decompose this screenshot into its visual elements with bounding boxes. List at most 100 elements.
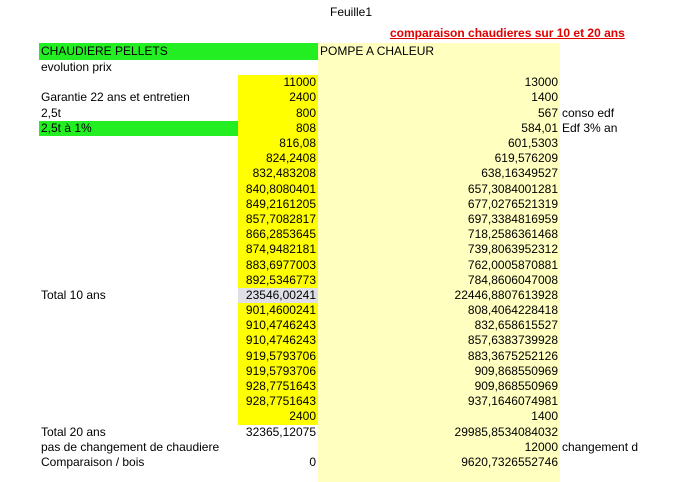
- cell-a[interactable]: [39, 303, 238, 318]
- cell-a[interactable]: [39, 273, 238, 288]
- cell-a[interactable]: Total 10 ans: [41, 287, 106, 302]
- cell-a[interactable]: [39, 227, 238, 242]
- cell-b[interactable]: 919,5793706: [238, 363, 318, 379]
- cell-b[interactable]: 0: [309, 454, 316, 469]
- cell-d[interactable]: [560, 90, 674, 105]
- cell-b[interactable]: 874,9482181: [238, 242, 318, 258]
- cell-b[interactable]: 11000: [238, 75, 318, 91]
- header-pellets[interactable]: CHAUDIERE PELLETS: [39, 43, 238, 60]
- cell-c[interactable]: 718,2586361468: [467, 227, 558, 242]
- cell-b[interactable]: 892,5346773: [238, 272, 318, 288]
- cell-a[interactable]: pas de changement de chaudiere: [41, 439, 220, 454]
- cell-b[interactable]: 883,6977003: [238, 257, 318, 273]
- cell-b[interactable]: 2400: [238, 90, 318, 106]
- cell-c[interactable]: 857,6383739928: [467, 333, 558, 348]
- cell-c[interactable]: 12000: [524, 439, 558, 454]
- cell-a[interactable]: [39, 197, 238, 212]
- cell-c[interactable]: 883,3675252126: [467, 348, 558, 363]
- cell-c[interactable]: 909,868550969: [474, 379, 558, 394]
- cell-b[interactable]: 901,4600241: [238, 303, 318, 319]
- cell-b[interactable]: 23546,00241: [238, 287, 318, 303]
- cell-c[interactable]: 638,16349527: [481, 166, 558, 181]
- cell-c[interactable]: 584,01: [521, 120, 558, 135]
- cell-a[interactable]: [39, 349, 238, 364]
- header-empty[interactable]: [560, 43, 674, 60]
- cell-a[interactable]: [39, 409, 238, 424]
- cell-d[interactable]: [560, 136, 674, 151]
- cell-d[interactable]: [560, 288, 674, 303]
- cell-c[interactable]: [318, 60, 560, 75]
- cell-c[interactable]: 601,5303: [507, 136, 558, 151]
- cell-d[interactable]: conso edf: [562, 105, 615, 120]
- cell-b[interactable]: 928,7751643: [238, 378, 318, 395]
- cell-d[interactable]: [560, 75, 674, 90]
- cell-d[interactable]: [560, 151, 674, 166]
- cell-d[interactable]: [560, 409, 674, 424]
- cell-a[interactable]: evolution prix: [41, 60, 112, 75]
- cell-c[interactable]: 1400: [531, 409, 558, 424]
- header-pellets-fill[interactable]: [238, 43, 318, 60]
- cell-b[interactable]: 840,8080401: [238, 181, 318, 197]
- cell-d[interactable]: Edf 3% an: [562, 120, 618, 135]
- cell-b[interactable]: 910,4746243: [238, 318, 318, 334]
- cell-d[interactable]: [560, 212, 674, 227]
- cell-d[interactable]: [560, 60, 674, 75]
- cell-a[interactable]: [39, 136, 238, 151]
- cell-a[interactable]: [39, 318, 238, 333]
- cell-a[interactable]: Garantie 22 ans et entretien: [41, 90, 190, 105]
- cell-a[interactable]: Total 20 ans: [41, 424, 106, 439]
- cell-c[interactable]: 909,868550969: [474, 363, 558, 378]
- cell-b[interactable]: 857,7082817: [238, 211, 318, 228]
- cell-a[interactable]: 2,5t: [41, 105, 62, 120]
- cell-a[interactable]: [39, 333, 238, 348]
- cell-c[interactable]: 808,4064228418: [467, 303, 558, 318]
- cell-c[interactable]: 1400: [531, 90, 558, 105]
- cell-a[interactable]: Comparaison / bois: [41, 454, 145, 469]
- cell-c[interactable]: 29985,8534084032: [454, 424, 558, 439]
- cell-d[interactable]: [560, 318, 674, 333]
- cell-b[interactable]: 824,2408: [238, 151, 318, 167]
- cell-d[interactable]: [560, 303, 674, 318]
- cell-c[interactable]: 13000: [524, 75, 558, 90]
- cell-d[interactable]: changement d: [562, 439, 639, 454]
- cell-d[interactable]: [560, 273, 674, 288]
- cell-a[interactable]: [39, 151, 238, 166]
- cell-c[interactable]: 9620,7326552746: [461, 454, 558, 469]
- cell-b[interactable]: 849,2161205: [238, 196, 318, 212]
- cell-b[interactable]: 910,4746243: [238, 333, 318, 349]
- cell-b[interactable]: 866,2853645: [238, 227, 318, 243]
- cell-a[interactable]: [39, 75, 238, 90]
- cell-d[interactable]: [560, 197, 674, 212]
- cell-d[interactable]: [560, 379, 674, 394]
- cell-c[interactable]: 937,1646074981: [467, 394, 558, 409]
- cell-c[interactable]: 739,8063952312: [467, 242, 558, 257]
- cell-d[interactable]: [560, 425, 674, 440]
- cell-b[interactable]: [238, 440, 318, 455]
- cell-a[interactable]: [39, 212, 238, 227]
- cell-a[interactable]: [39, 364, 238, 379]
- cell-b[interactable]: 800: [238, 105, 318, 121]
- cell-d[interactable]: [560, 349, 674, 364]
- cell-c[interactable]: 697,3384816959: [467, 211, 558, 226]
- cell-d[interactable]: [560, 257, 674, 272]
- cell-b[interactable]: 808: [238, 120, 318, 136]
- cell-c[interactable]: 619,576209: [494, 151, 558, 166]
- cell-b[interactable]: 2400: [238, 409, 318, 425]
- cell-b[interactable]: 928,7751643: [238, 394, 318, 410]
- cell-b[interactable]: 832,483208: [238, 166, 318, 182]
- cell-c[interactable]: 22446,8807613928: [454, 287, 558, 302]
- cell-c[interactable]: 762,0005870881: [467, 257, 558, 272]
- cell-a[interactable]: [39, 166, 238, 181]
- header-heat-pump[interactable]: POMPE A CHALEUR: [320, 44, 435, 58]
- cell-c[interactable]: 784,8606047008: [467, 272, 558, 287]
- cell-d[interactable]: [560, 166, 674, 181]
- cell-b[interactable]: 32365,12075: [245, 424, 316, 439]
- cell-c[interactable]: 657,3084001281: [467, 181, 558, 196]
- cell-b[interactable]: [238, 60, 318, 75]
- cell-d[interactable]: [560, 182, 674, 197]
- cell-d[interactable]: [560, 394, 674, 409]
- cell-b[interactable]: 919,5793706: [238, 348, 318, 364]
- cell-d[interactable]: [560, 333, 674, 348]
- cell-c[interactable]: 677,0276521319: [467, 196, 558, 211]
- cell-a[interactable]: [39, 379, 238, 394]
